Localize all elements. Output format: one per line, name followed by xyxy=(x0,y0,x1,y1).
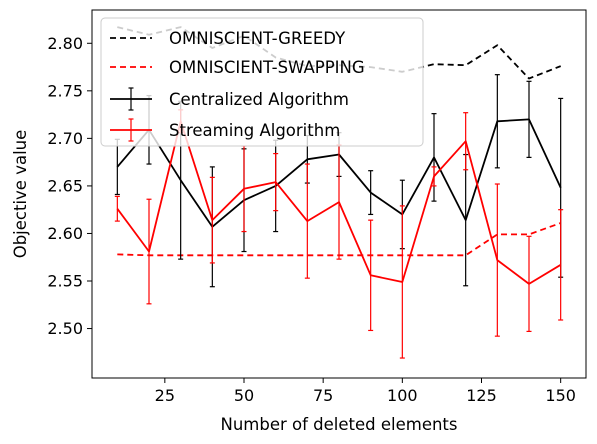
y-tick-label: 2.55 xyxy=(47,272,83,291)
x-tick-label: 150 xyxy=(545,386,576,405)
legend-label: OMNISCIENT-SWAPPING xyxy=(169,58,365,77)
legend-label: Streaming Algorithm xyxy=(169,121,340,140)
y-tick-label: 2.60 xyxy=(47,224,83,243)
legend-label: Centralized Algorithm xyxy=(169,90,349,109)
legend: OMNISCIENT-GREEDY OMNISCIENT-SWAPPING Cent… xyxy=(100,17,424,147)
x-tick-label: 25 xyxy=(155,386,175,405)
x-tick-label: 75 xyxy=(313,386,333,405)
x-tick-label: 125 xyxy=(466,386,497,405)
legend-label: OMNISCIENT-GREEDY xyxy=(169,29,346,48)
y-tick-label: 2.70 xyxy=(47,129,83,148)
x-tick-label: 100 xyxy=(387,386,418,405)
plot-frame xyxy=(91,9,587,379)
axis-ticks: 25 50 75 100 125 150 2.50 2.55 2.60 2.65 2.70 2.75 2… xyxy=(47,34,576,405)
plot-area xyxy=(114,26,564,359)
series-line-3 xyxy=(116,120,562,285)
y-tick-label: 2.80 xyxy=(47,34,83,53)
y-axis-title: Objective value xyxy=(11,130,30,259)
y-tick-label: 2.65 xyxy=(47,176,83,195)
legend-box xyxy=(100,17,424,147)
y-tick-label: 2.75 xyxy=(47,81,83,100)
x-tick-label: 50 xyxy=(234,386,254,405)
x-axis-title: Number of deleted elements xyxy=(220,415,457,434)
y-tick-label: 2.50 xyxy=(47,319,83,338)
